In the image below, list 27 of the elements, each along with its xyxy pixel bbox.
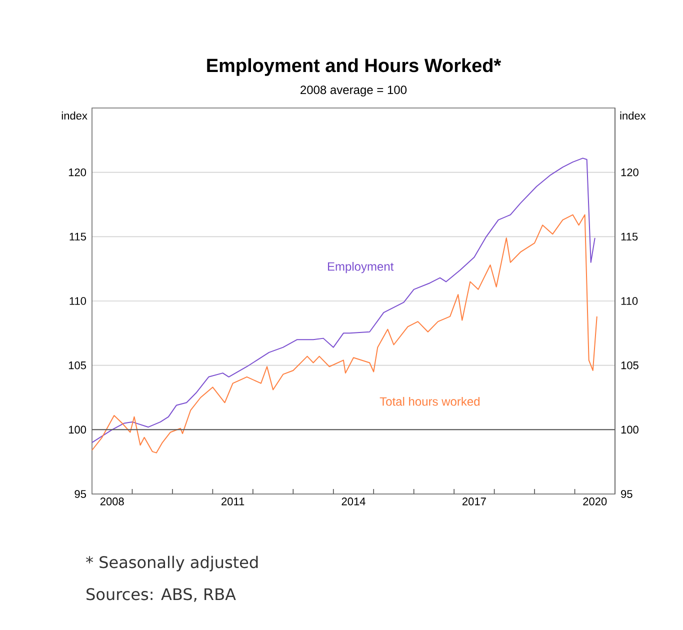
y2-tick-label: 95 <box>621 490 632 498</box>
y2-tick-label: 100 <box>621 426 638 434</box>
x-tick-label: 2011 <box>222 498 244 506</box>
y-tick-label: 95 <box>74 490 86 498</box>
y2-tick-label: 110 <box>621 297 638 305</box>
x-tick-label: 2020 <box>583 498 607 506</box>
text: * Seasonally adjusted <box>86 556 258 572</box>
x-tick-label: 2017 <box>462 498 486 506</box>
line-series <box>92 214 598 454</box>
y-tick-label: 110 <box>70 297 86 305</box>
y-axis-title: index <box>62 112 88 120</box>
x-tick-label: 2014 <box>342 498 366 506</box>
text: Total hours worked <box>380 396 480 406</box>
y2-tick-label: 105 <box>621 361 638 370</box>
chart-subtitle: 2008 average = 100 <box>300 86 407 96</box>
y2-tick-label: 120 <box>621 168 638 176</box>
y2-axis-title: index <box>620 112 646 120</box>
y-tick-label: 105 <box>68 361 86 370</box>
chart-title: Employment and Hours Worked* <box>207 58 502 76</box>
line-series <box>92 158 596 444</box>
source-note: Sources: ABS, RBA <box>86 588 236 602</box>
y2-tick-label: 115 <box>621 232 638 241</box>
y-tick-label: 100 <box>68 426 86 434</box>
y-tick-label: 115 <box>70 232 86 241</box>
x-tick-label: 2008 <box>100 498 124 506</box>
text: Employment <box>328 262 394 274</box>
y-tick-label: 120 <box>68 168 86 176</box>
